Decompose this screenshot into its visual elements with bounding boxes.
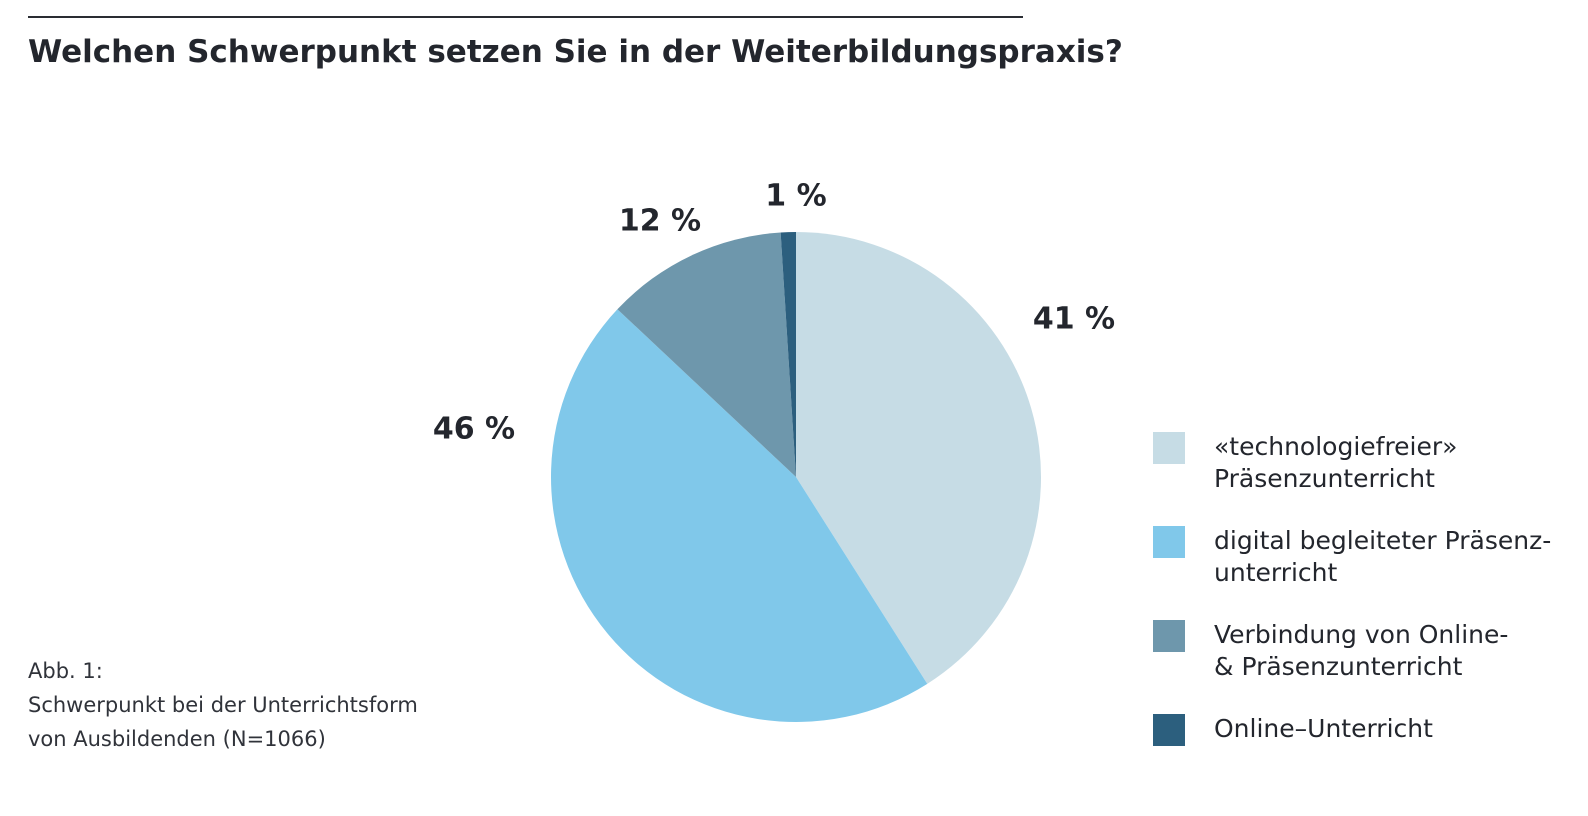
label-technologiefrei: 41 % [1033, 302, 1115, 337]
legend-label: «technologiefreier» Präsenzunterricht [1214, 431, 1588, 495]
slice-online-praesenz [617, 232, 796, 477]
legend-label-line: Verbindung von Online- [1214, 620, 1509, 649]
legend-label-line: digital begleiteter Präsenz- [1214, 526, 1552, 555]
legend-swatch [1153, 714, 1185, 746]
slice-online-unterricht [780, 232, 796, 477]
legend-label-line: unterricht [1214, 558, 1338, 587]
label-online-unterricht: 1 % [765, 179, 826, 214]
legend-label: Online–Unterricht [1214, 713, 1588, 745]
label-online-praesenz: 12 % [619, 204, 701, 239]
legend-label-line: «technologiefreier» [1214, 432, 1458, 461]
caption-label: Abb. 1: [28, 659, 103, 683]
chart-title: Welchen Schwerpunkt setzen Sie in der We… [28, 34, 1123, 70]
legend-label-line: & Präsenzunterricht [1214, 652, 1463, 681]
legend-swatch [1153, 432, 1185, 464]
caption-line: Schwerpunkt bei der Unterrichtsform [28, 693, 418, 717]
legend-swatch [1153, 620, 1185, 652]
legend-label: digital begleiteter Präsenz-unterricht [1214, 525, 1588, 589]
slice-technologiefrei [796, 232, 1041, 684]
legend-label: Verbindung von Online- & Präsenzunterrich… [1214, 619, 1588, 683]
figure-caption: Abb. 1: Schwerpunkt bei der Unterrichtsf… [28, 654, 418, 756]
caption-line: von Ausbildenden (N=1066) [28, 727, 326, 751]
legend-label-line: Präsenzunterricht [1214, 464, 1435, 493]
label-digital-begleitet: 46 % [433, 412, 515, 447]
legend-label-line: Online–Unterricht [1214, 714, 1433, 743]
top-rule [28, 16, 1023, 18]
legend-swatch [1153, 526, 1185, 558]
slice-digital-begleitet [550, 309, 928, 722]
